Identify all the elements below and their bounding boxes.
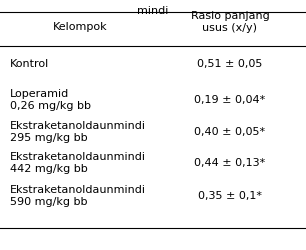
Text: 0,19 ± 0,04*: 0,19 ± 0,04* — [194, 95, 266, 105]
Text: 0,44 ± 0,13*: 0,44 ± 0,13* — [194, 158, 266, 168]
Text: Ekstraketanoldaunmindi
295 mg/kg bb: Ekstraketanoldaunmindi 295 mg/kg bb — [10, 121, 146, 143]
Text: Ekstraketanoldaunmindi
590 mg/kg bb: Ekstraketanoldaunmindi 590 mg/kg bb — [10, 185, 146, 207]
Text: Ekstraketanoldaunmindi
442 mg/kg bb: Ekstraketanoldaunmindi 442 mg/kg bb — [10, 152, 146, 174]
Text: mindi: mindi — [137, 6, 169, 16]
Text: Rasio panjang
usus (x/y): Rasio panjang usus (x/y) — [191, 11, 269, 33]
Text: Kontrol: Kontrol — [10, 59, 49, 69]
Text: 0,40 ± 0,05*: 0,40 ± 0,05* — [194, 127, 266, 137]
Text: Loperamid
0,26 mg/kg bb: Loperamid 0,26 mg/kg bb — [10, 89, 91, 111]
Text: Kelompok: Kelompok — [53, 22, 107, 32]
Text: 0,51 ± 0,05: 0,51 ± 0,05 — [197, 59, 263, 69]
Text: 0,35 ± 0,1*: 0,35 ± 0,1* — [198, 191, 262, 201]
